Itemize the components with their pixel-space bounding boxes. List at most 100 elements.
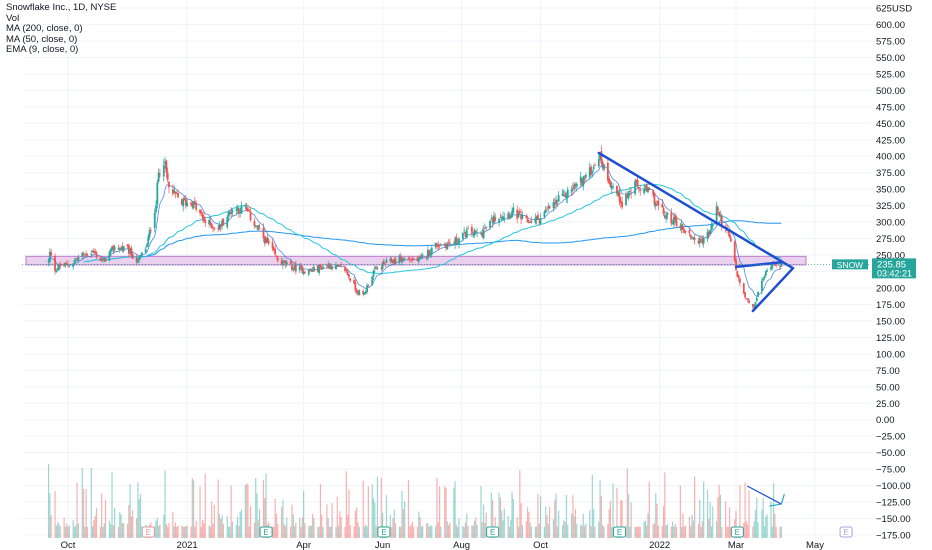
candle-body bbox=[257, 225, 260, 230]
volume-bar bbox=[530, 526, 533, 538]
candle-body bbox=[175, 192, 178, 194]
candle-body bbox=[54, 256, 56, 272]
legend-ma50[interactable]: MA (50, close, 0) bbox=[6, 33, 78, 45]
legend-title[interactable]: Snowflake Inc., 1D, NYSE bbox=[6, 2, 117, 13]
candle-body bbox=[720, 215, 723, 227]
x-tick-label: 2022 bbox=[649, 540, 670, 550]
volume-bar bbox=[655, 493, 657, 538]
volume-bar bbox=[681, 526, 683, 538]
volume-bar bbox=[536, 526, 538, 538]
volume-bar bbox=[380, 477, 382, 538]
candle-body bbox=[456, 243, 459, 244]
candle-body bbox=[300, 265, 302, 267]
candle-body bbox=[319, 264, 322, 267]
volume-bar bbox=[247, 484, 249, 538]
candle-body bbox=[221, 220, 223, 226]
candle-body bbox=[770, 267, 772, 270]
candle-body bbox=[91, 251, 94, 253]
volume-bar bbox=[480, 486, 482, 538]
legend-vol[interactable]: Vol bbox=[6, 12, 20, 24]
candle-body bbox=[616, 185, 618, 194]
candle-body bbox=[573, 184, 576, 189]
candle-body bbox=[398, 255, 401, 263]
candle-body bbox=[137, 258, 139, 263]
candle-body bbox=[548, 205, 551, 209]
candle-body bbox=[210, 223, 213, 229]
volume-bar bbox=[176, 526, 178, 538]
volume-bar bbox=[235, 525, 237, 538]
candle-body bbox=[670, 212, 673, 224]
candle-body bbox=[112, 245, 115, 251]
candle-body bbox=[240, 205, 243, 214]
candle-body bbox=[748, 300, 750, 304]
volume-bar bbox=[692, 520, 694, 538]
last-price-text: 235.85 bbox=[877, 259, 906, 270]
candle-body bbox=[249, 211, 252, 221]
candle-body bbox=[494, 217, 497, 221]
candle-body bbox=[357, 291, 359, 295]
candle-body bbox=[407, 258, 410, 260]
candle-body bbox=[617, 191, 620, 196]
legend-ema9[interactable]: EMA (9, close, 0) bbox=[6, 44, 79, 55]
candle-body bbox=[530, 221, 533, 223]
volume-bar bbox=[404, 501, 406, 538]
volume-bar bbox=[670, 526, 672, 538]
volume-bar bbox=[757, 522, 759, 538]
candle-body bbox=[103, 257, 106, 260]
y-tick-label: 350.00 bbox=[876, 185, 905, 196]
candle-body bbox=[674, 215, 677, 220]
volume-bar bbox=[664, 472, 666, 538]
candle-body bbox=[762, 278, 765, 281]
candle-body bbox=[639, 189, 642, 191]
volume-bar bbox=[322, 526, 324, 538]
volume-bar bbox=[679, 485, 681, 538]
candle-body bbox=[711, 224, 714, 226]
candle-body bbox=[266, 237, 269, 243]
volume-bar bbox=[416, 526, 419, 538]
candle-body bbox=[326, 265, 328, 267]
time-axis[interactable]: Oct 2021 Apr Jun Aug Oct 2022 Mar May bbox=[61, 540, 825, 550]
candle-body bbox=[511, 211, 513, 218]
volume-bar bbox=[754, 510, 757, 538]
volume-bar bbox=[449, 522, 451, 538]
volume-bar bbox=[392, 518, 394, 538]
volume-bar bbox=[753, 521, 755, 538]
candle-body bbox=[218, 224, 221, 230]
volume-bar bbox=[275, 513, 278, 538]
volume-bar bbox=[745, 521, 747, 538]
volume-bar bbox=[516, 517, 518, 538]
legend-ma200[interactable]: MA (200, close, 0) bbox=[6, 23, 83, 34]
volume-bar bbox=[50, 515, 52, 538]
candle-body bbox=[766, 270, 768, 272]
volume-bar bbox=[726, 526, 728, 538]
volume-bar bbox=[177, 525, 179, 538]
candle-body bbox=[204, 219, 207, 223]
candle-body bbox=[226, 217, 229, 228]
candle-body bbox=[401, 257, 403, 263]
candle-body bbox=[652, 190, 655, 195]
candle-body bbox=[446, 243, 449, 250]
candle-body bbox=[340, 265, 343, 267]
volume-bar bbox=[221, 515, 223, 538]
candle-body bbox=[465, 229, 468, 239]
volume-bar bbox=[304, 523, 306, 538]
volume-bar bbox=[630, 502, 632, 538]
volume-bar bbox=[627, 493, 630, 538]
volume-bar bbox=[126, 523, 129, 538]
volume-bar bbox=[264, 498, 266, 538]
volume-bar bbox=[317, 526, 319, 538]
candle-body bbox=[367, 285, 370, 287]
volume-bar bbox=[354, 510, 357, 538]
candle-body bbox=[609, 181, 612, 187]
volume-bar bbox=[499, 497, 502, 538]
volume-bar bbox=[455, 524, 457, 538]
volume-bar bbox=[202, 520, 204, 538]
volume-bar bbox=[635, 526, 637, 538]
candle-body bbox=[280, 260, 283, 265]
volume-bar bbox=[248, 526, 250, 538]
candle-body bbox=[94, 251, 97, 254]
volume-bar bbox=[246, 483, 248, 538]
candle-body bbox=[603, 164, 605, 170]
volume-bar bbox=[55, 525, 57, 538]
